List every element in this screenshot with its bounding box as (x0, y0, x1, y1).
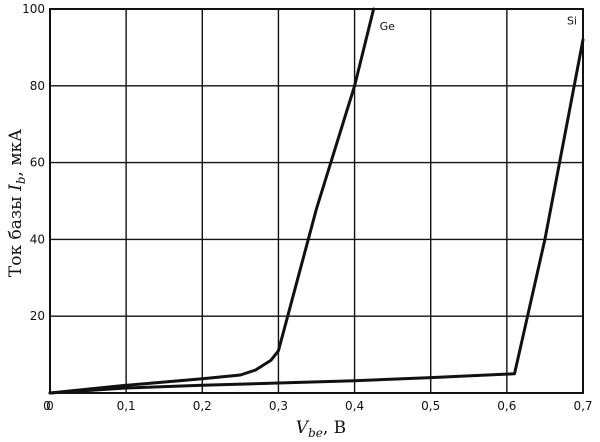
plot-frame (49, 8, 584, 394)
y-axis-label-subscript: b (14, 176, 28, 184)
y-tick-label: 100 (22, 2, 45, 16)
series-label-ge: Ge (380, 20, 396, 33)
series-line-si (48, 38, 585, 395)
y-tick-label: 80 (30, 79, 45, 93)
y-axis-label-symbol: I (6, 184, 26, 192)
y-axis-label-prefix: Ток базы (6, 191, 26, 277)
y-tick-label: 60 (30, 156, 45, 170)
x-tick-label: 0,6 (497, 399, 516, 413)
origin-tick-label: 0 (43, 399, 51, 413)
x-tick-label: 0,3 (269, 399, 288, 413)
y-tick-label: 40 (30, 232, 45, 246)
x-tick-label: 0,7 (573, 399, 592, 413)
x-axis-label-symbol: V (296, 418, 310, 438)
x-tick-label: 0 (46, 399, 54, 413)
series-line-ge (48, 7, 376, 395)
x-axis-label: Vbe, В (296, 418, 346, 440)
series-label-si: Si (567, 14, 577, 27)
y-axis-label-unit: , мкА (6, 129, 26, 177)
x-tick-label: 0,2 (193, 399, 212, 413)
x-axis-label-subscript: be (308, 426, 323, 440)
series-lines: Ge Si (48, 7, 585, 395)
x-tick-label: 0,4 (345, 399, 364, 413)
y-tick-label: 20 (30, 309, 45, 323)
x-tick-label: 0,5 (421, 399, 440, 413)
grid-lines (50, 9, 583, 393)
y-tick-labels: 20 40 60 80 100 (22, 2, 45, 323)
x-axis-label-unit: , В (323, 418, 346, 438)
x-tick-label: 0,1 (117, 399, 136, 413)
y-axis-label: Ток базы Ib, мкА (6, 129, 28, 277)
x-tick-labels: 0 0,1 0,2 0,3 0,4 0,5 0,6 0,70 (43, 399, 592, 413)
